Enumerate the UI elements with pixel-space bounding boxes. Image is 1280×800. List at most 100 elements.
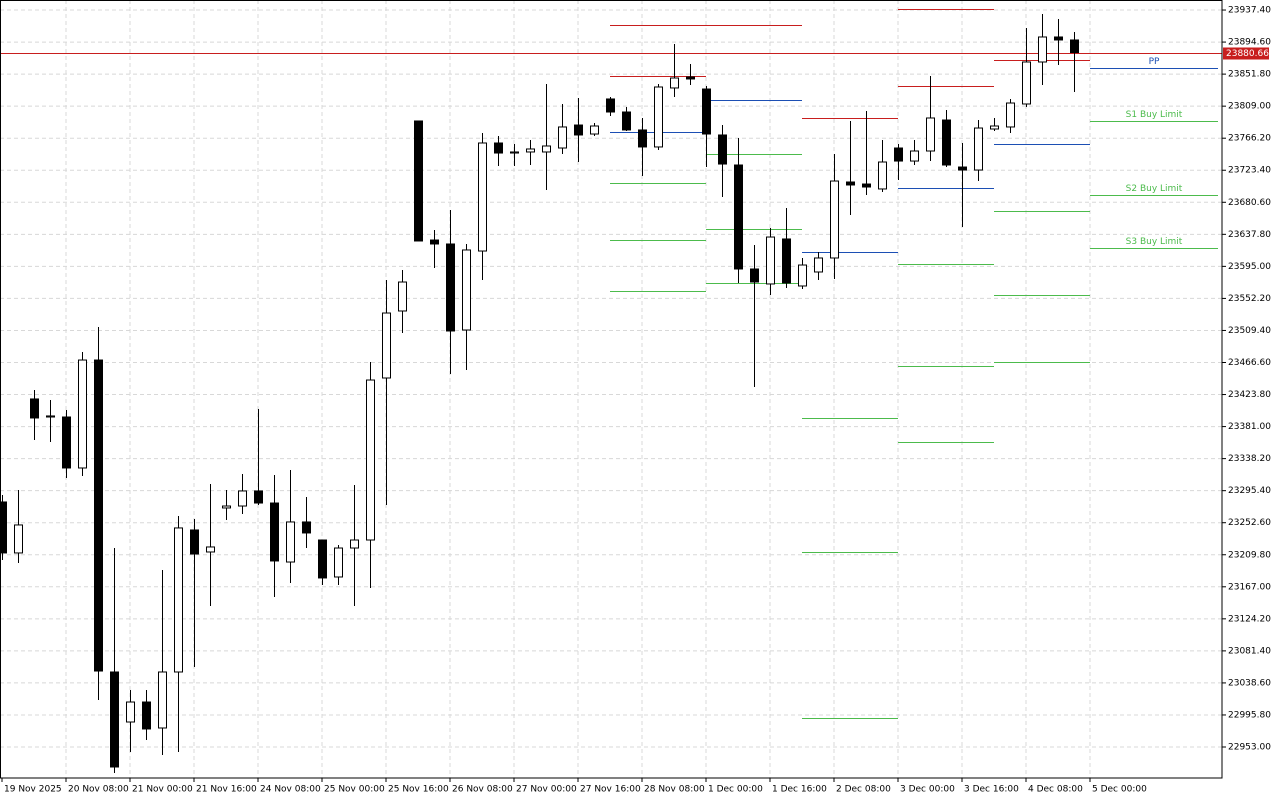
candle-body xyxy=(126,701,135,723)
candle-body xyxy=(302,521,311,534)
x-tick-label: 28 Nov 08:00 xyxy=(644,785,705,795)
candle-body xyxy=(14,524,23,554)
candle-body xyxy=(478,142,487,252)
candle-body xyxy=(814,257,823,273)
y-tick-label: 23894.60 xyxy=(1228,38,1271,48)
candle-body xyxy=(174,527,183,673)
candle-body xyxy=(238,490,247,507)
plot-frame xyxy=(0,0,1223,779)
candle-body xyxy=(670,77,679,89)
x-tick-label: 26 Nov 08:00 xyxy=(452,785,513,795)
candle-body xyxy=(750,268,759,283)
y-tick-label: 23937.40 xyxy=(1228,6,1271,16)
y-tick-label: 22953.00 xyxy=(1228,743,1271,753)
candle-body xyxy=(1070,39,1079,54)
y-tick-label: 23637.80 xyxy=(1228,230,1271,240)
candle-body xyxy=(462,249,471,331)
candle-body xyxy=(926,117,935,152)
candle-body xyxy=(846,181,855,186)
candle-body xyxy=(366,379,375,541)
y-tick-label: 23766.20 xyxy=(1228,134,1271,144)
candle-body xyxy=(718,134,727,165)
candle-body xyxy=(1006,102,1015,128)
candle-body xyxy=(446,243,455,332)
level-label: PP xyxy=(1149,57,1160,67)
grid xyxy=(0,0,1222,778)
x-tick-label: 21 Nov 00:00 xyxy=(132,785,193,795)
x-tick-label: 27 Nov 16:00 xyxy=(580,785,641,795)
y-tick-label: 23509.40 xyxy=(1228,326,1271,336)
candle-body xyxy=(782,238,791,284)
candle-body xyxy=(766,236,775,285)
candle-body xyxy=(62,416,71,469)
y-tick-label: 23423.80 xyxy=(1228,390,1271,400)
candle-body xyxy=(334,547,343,578)
candle-body xyxy=(350,539,359,549)
x-tick-label: 3 Dec 16:00 xyxy=(964,785,1019,795)
y-tick-label: 23381.00 xyxy=(1228,422,1271,432)
y-tick-label: 23252.60 xyxy=(1228,518,1271,528)
candle-body xyxy=(494,142,503,154)
y-tick-label: 23209.80 xyxy=(1228,550,1271,560)
candle-body xyxy=(190,529,199,555)
candle-body xyxy=(702,88,711,135)
candle-body xyxy=(574,124,583,136)
candle-body xyxy=(622,111,631,131)
level-label: S2 Buy Limit xyxy=(1126,184,1183,194)
candle-body xyxy=(1054,36,1063,41)
x-tick-label: 19 Nov 2025 xyxy=(4,785,62,795)
candle-body xyxy=(1038,36,1047,63)
y-tick-label: 23723.40 xyxy=(1228,166,1271,176)
y-tick-label: 23851.80 xyxy=(1228,70,1271,80)
candle-body xyxy=(654,86,663,148)
candle-body xyxy=(894,147,903,162)
x-tick-label: 1 Dec 00:00 xyxy=(708,785,763,795)
candle-body xyxy=(958,166,967,171)
candle-body xyxy=(974,127,983,171)
candles xyxy=(0,13,1079,773)
candle-body xyxy=(270,502,279,562)
candle-body xyxy=(142,701,151,730)
candle-body xyxy=(526,148,535,153)
candle-body xyxy=(590,125,599,135)
last-price-box xyxy=(1223,47,1269,60)
axes: 22953.00 22995.80 23038.60 23081.40 23124.20… xyxy=(1,6,1271,795)
y-tick-label: 23338.20 xyxy=(1228,454,1271,464)
y-tick-label: 23680.60 xyxy=(1228,198,1271,208)
x-tick-label: 20 Nov 08:00 xyxy=(68,785,129,795)
x-tick-label: 21 Nov 16:00 xyxy=(196,785,257,795)
y-tick-label: 23466.60 xyxy=(1228,358,1271,368)
candle-body xyxy=(46,415,55,418)
candle-body xyxy=(398,281,407,312)
level-label: S3 Buy Limit xyxy=(1126,237,1183,247)
candle-body xyxy=(430,239,439,245)
candle-body xyxy=(94,359,103,672)
candle-body xyxy=(206,546,215,553)
y-tick-label: 23038.60 xyxy=(1228,678,1271,688)
candle-body xyxy=(0,501,7,554)
candle-body xyxy=(286,521,295,563)
x-tick-label: 5 Dec 00:00 xyxy=(1092,785,1147,795)
candle-body xyxy=(734,164,743,270)
candle-body xyxy=(910,150,919,162)
candle-body xyxy=(30,398,39,419)
y-tick-label: 23081.40 xyxy=(1228,646,1271,656)
candle-body xyxy=(942,119,951,166)
candle-body xyxy=(798,264,807,287)
candle-body xyxy=(542,145,551,153)
y-tick-label: 22995.80 xyxy=(1228,710,1271,720)
x-tick-label: 4 Dec 08:00 xyxy=(1028,785,1083,795)
y-tick-label: 23552.20 xyxy=(1228,294,1271,304)
y-tick-label: 23809.00 xyxy=(1228,102,1271,112)
x-tick-label: 25 Nov 00:00 xyxy=(324,785,385,795)
y-tick-label: 23167.00 xyxy=(1228,582,1271,592)
candle-body xyxy=(1022,61,1031,105)
candle-body xyxy=(830,180,839,259)
candle-body xyxy=(414,120,423,242)
candle-body xyxy=(318,539,327,579)
candle-body xyxy=(510,151,519,154)
level-label: S1 Buy Limit xyxy=(1126,110,1183,120)
